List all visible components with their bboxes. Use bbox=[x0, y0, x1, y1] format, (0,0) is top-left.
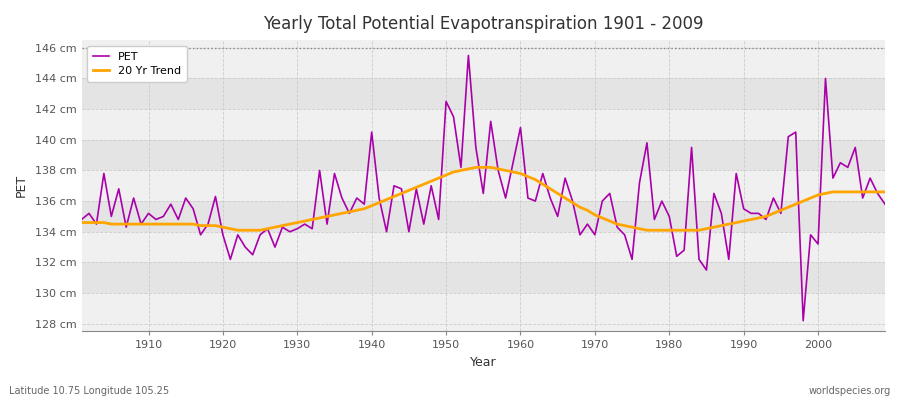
Bar bbox=[82, 170, 885, 201]
Text: Latitude 10.75 Longitude 105.25: Latitude 10.75 Longitude 105.25 bbox=[9, 386, 169, 396]
X-axis label: Year: Year bbox=[470, 356, 497, 369]
20 Yr Trend bbox=[232, 228, 243, 233]
20 Yr Trend bbox=[136, 222, 147, 226]
20 Yr Trend bbox=[530, 177, 541, 182]
Bar bbox=[82, 262, 885, 293]
PET bbox=[515, 125, 526, 130]
PET bbox=[76, 217, 87, 222]
20 Yr Trend bbox=[307, 217, 318, 222]
PET bbox=[523, 196, 534, 200]
20 Yr Trend bbox=[351, 208, 362, 213]
PET bbox=[797, 318, 808, 323]
Legend: PET, 20 Yr Trend: PET, 20 Yr Trend bbox=[87, 46, 187, 82]
Bar bbox=[82, 140, 885, 170]
Bar bbox=[82, 48, 885, 78]
20 Yr Trend bbox=[471, 165, 482, 170]
Bar bbox=[82, 109, 885, 140]
PET bbox=[136, 222, 147, 226]
20 Yr Trend bbox=[523, 174, 534, 179]
20 Yr Trend bbox=[619, 223, 630, 228]
Line: PET: PET bbox=[82, 56, 885, 321]
PET bbox=[300, 222, 310, 226]
Text: worldspecies.org: worldspecies.org bbox=[809, 386, 891, 396]
Title: Yearly Total Potential Evapotranspiration 1901 - 2009: Yearly Total Potential Evapotranspiratio… bbox=[263, 15, 704, 33]
PET bbox=[344, 211, 355, 216]
PET bbox=[879, 202, 890, 206]
Bar bbox=[82, 293, 885, 324]
PET bbox=[463, 53, 473, 58]
PET bbox=[612, 225, 623, 230]
Bar bbox=[82, 232, 885, 262]
20 Yr Trend bbox=[76, 220, 87, 225]
Bar bbox=[82, 201, 885, 232]
20 Yr Trend bbox=[879, 190, 890, 194]
Bar bbox=[82, 78, 885, 109]
Y-axis label: PET: PET bbox=[15, 174, 28, 197]
Line: 20 Yr Trend: 20 Yr Trend bbox=[82, 167, 885, 230]
